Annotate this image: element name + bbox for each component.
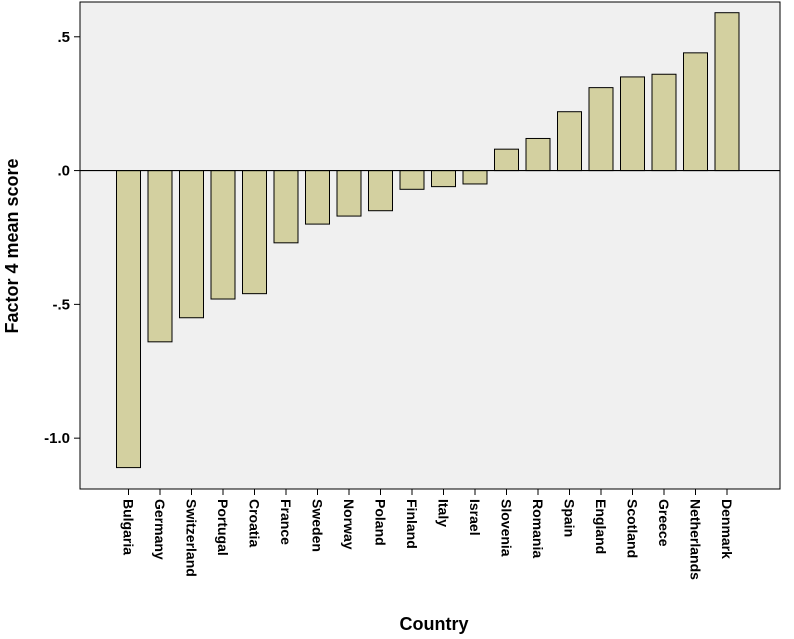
bars-group [116, 12, 740, 469]
x-tick-label-finland: Finland [404, 499, 420, 549]
x-tick-label-norway: Norway [341, 499, 357, 550]
x-tick-label-poland: Poland [373, 499, 389, 546]
x-tick-label-portugal: Portugal [215, 499, 231, 556]
y-axis-title: Factor 4 mean score [2, 158, 22, 333]
bar-finland [399, 170, 425, 190]
x-tick-label-netherlands: Netherlands [688, 499, 704, 580]
x-tick-label-france: France [278, 499, 294, 545]
y-tick-label: -1.0 [44, 430, 70, 447]
y-tick-label: -.5 [52, 296, 70, 313]
y-tick-label: .5 [57, 29, 70, 46]
x-tick-label-israel: Israel [467, 499, 483, 536]
x-tick-label-germany: Germany [152, 499, 168, 560]
bar-germany [147, 170, 173, 343]
bar-israel [462, 170, 488, 185]
x-tick-label-sweden: Sweden [310, 499, 326, 552]
x-axis-ticks: Bulgaria Germany Switzerland Portugal Croati… [121, 489, 735, 580]
x-tick-label-england: England [593, 499, 609, 554]
bar-sweden [305, 170, 330, 225]
bar-france [273, 170, 299, 244]
y-tick-label: .0 [57, 163, 70, 180]
bar-spain [557, 111, 582, 172]
bar-netherlands [683, 52, 708, 172]
bar-slovenia [494, 148, 519, 172]
x-tick-label-croatia: Croatia [247, 499, 263, 547]
bar-norway [336, 170, 362, 217]
bar-bulgaria [116, 170, 141, 469]
bar-england [588, 87, 614, 172]
x-tick-label-bulgaria: Bulgaria [121, 499, 137, 555]
x-tick-label-switzerland: Switzerland [184, 499, 200, 577]
bar-romania [525, 137, 551, 172]
bar-croatia [242, 170, 267, 295]
x-tick-label-romania: Romania [530, 499, 546, 558]
bar-poland [368, 170, 393, 212]
bar-switzerland [179, 170, 204, 319]
x-tick-label-italy: Italy [436, 499, 452, 527]
x-tick-label-denmark: Denmark [719, 499, 735, 559]
y-axis-ticks: .5 .0 -.5 -1.0 [44, 29, 80, 447]
bar-scotland [620, 76, 645, 172]
x-axis-title: Country [400, 614, 469, 634]
x-tick-label-scotland: Scotland [625, 499, 641, 558]
x-tick-label-slovenia: Slovenia [499, 499, 515, 557]
bar-denmark [714, 12, 740, 172]
x-tick-label-spain: Spain [562, 499, 578, 537]
x-tick-label-greece: Greece [656, 499, 672, 547]
bar-greece [651, 73, 677, 172]
bar-portugal [210, 170, 236, 300]
bar-italy [431, 170, 456, 188]
